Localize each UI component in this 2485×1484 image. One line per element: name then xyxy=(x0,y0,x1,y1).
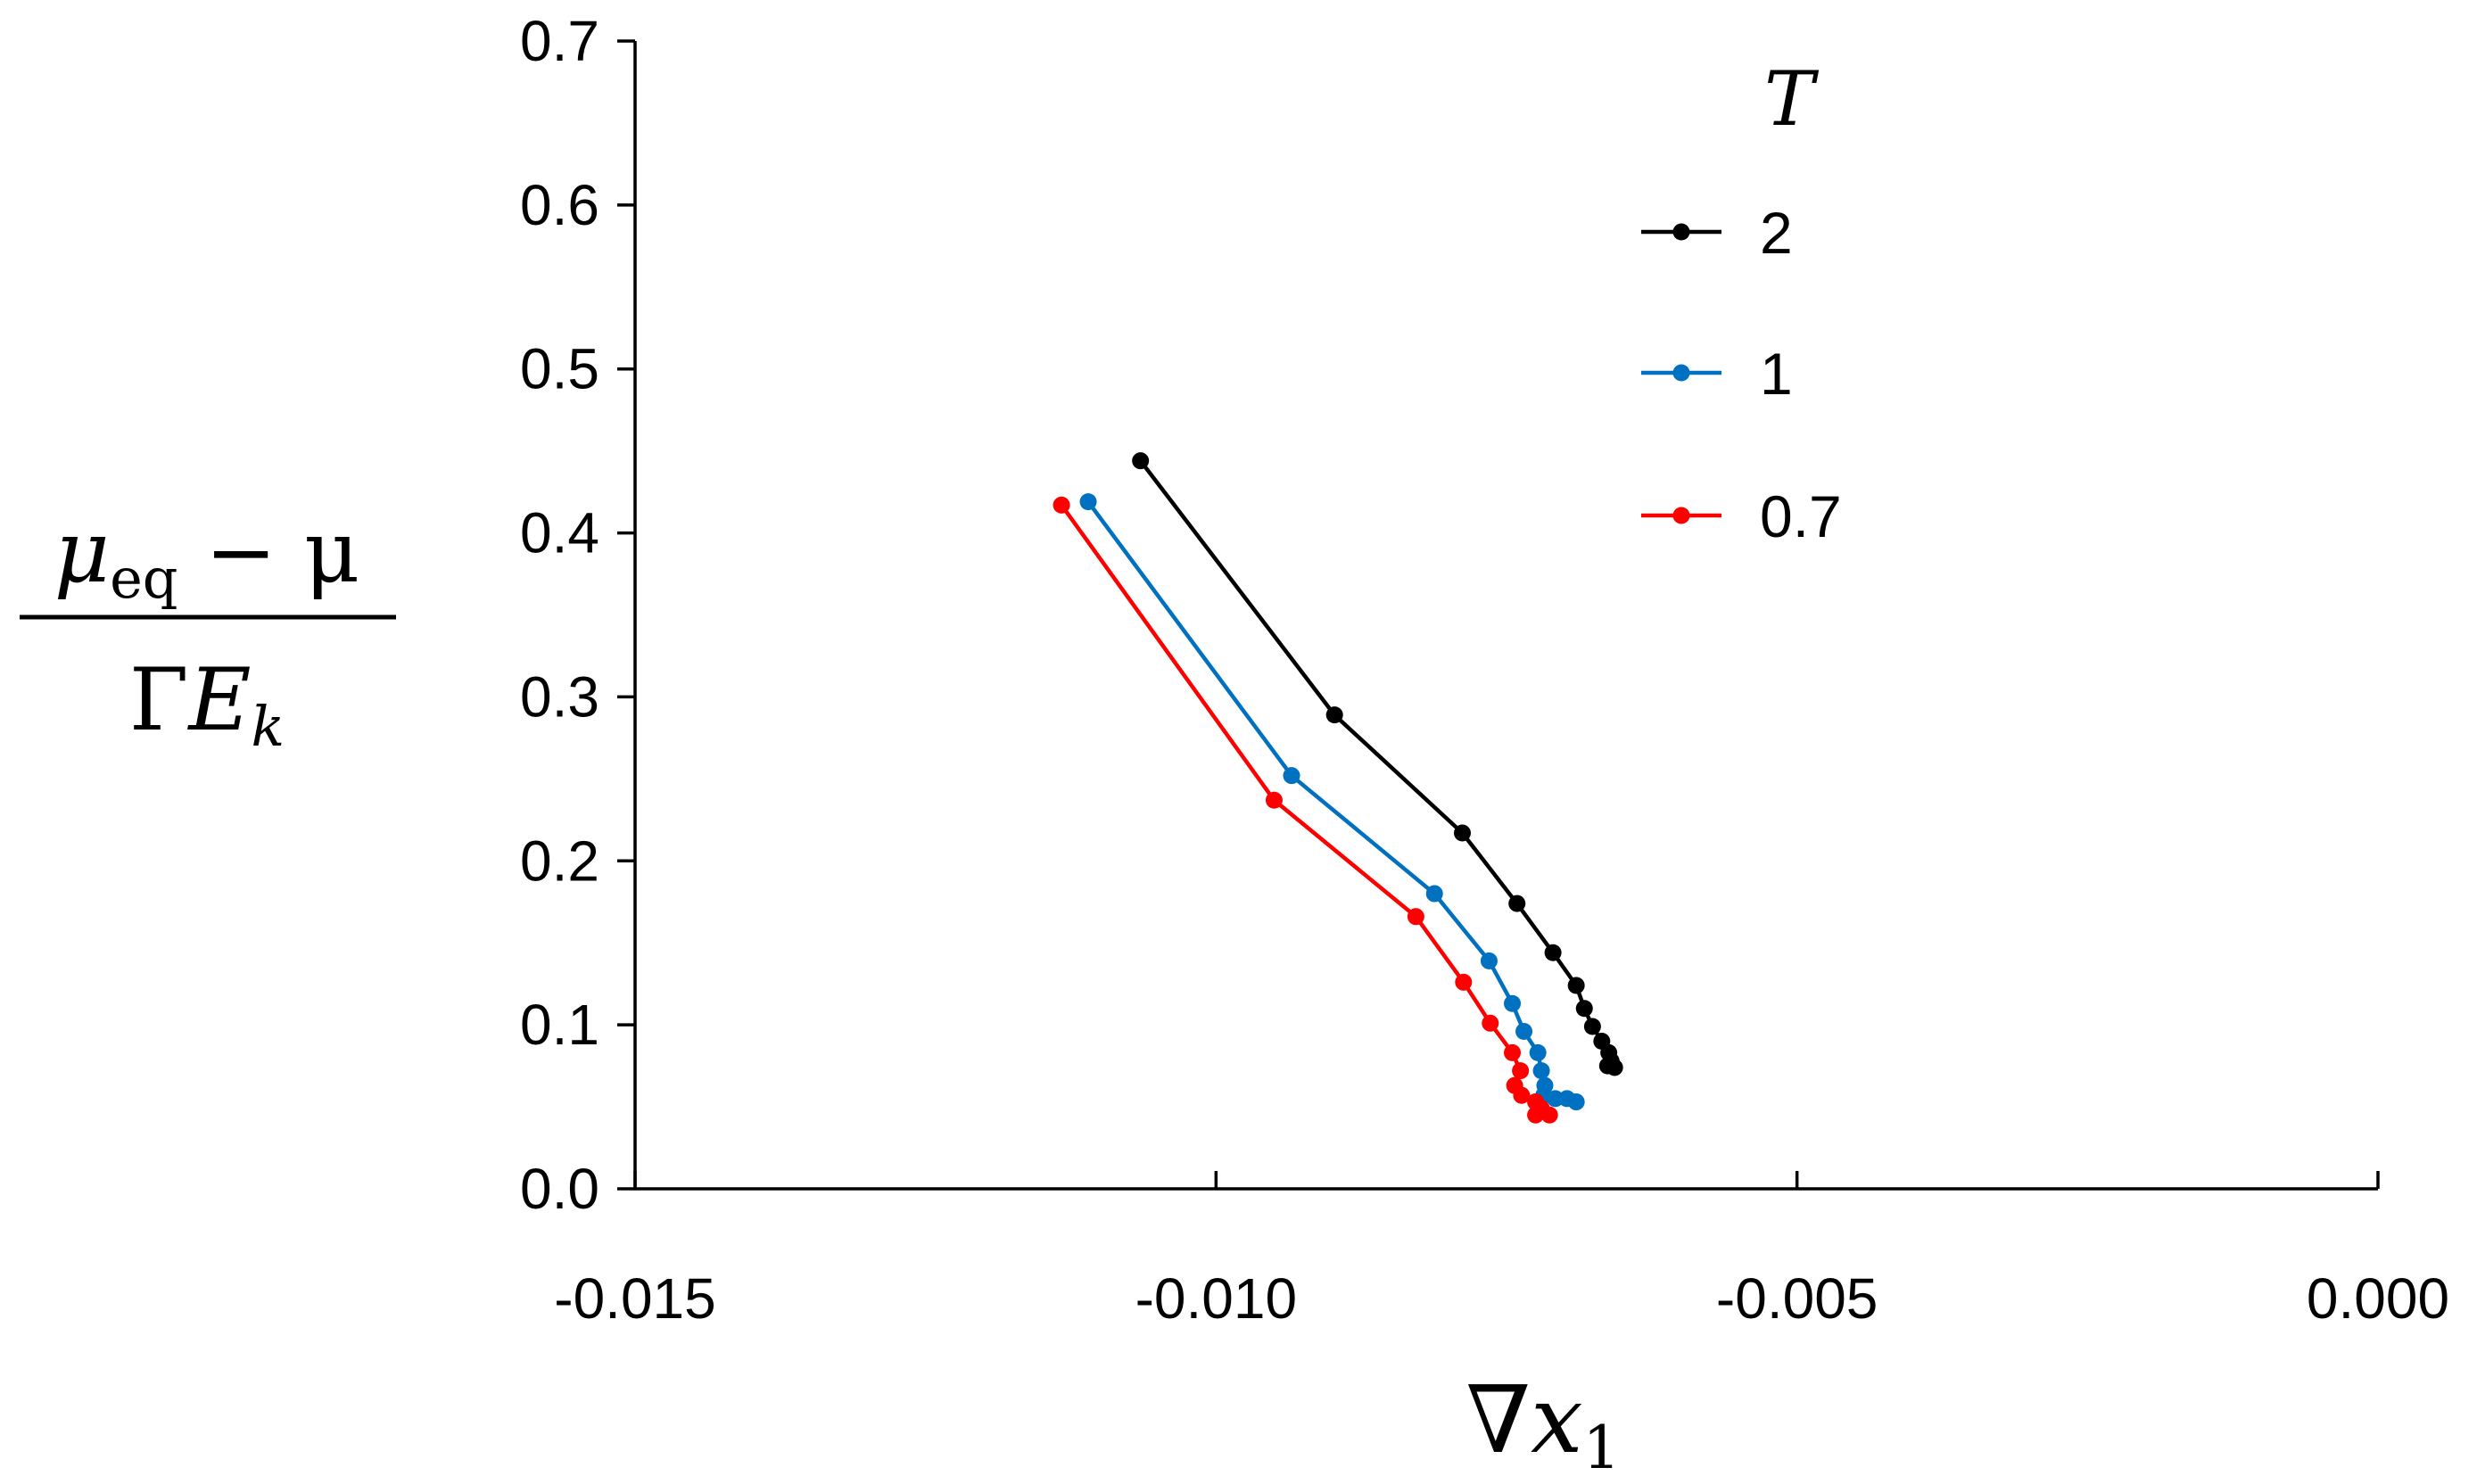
series-line xyxy=(1138,459,1615,1070)
legend-label: 2 xyxy=(1760,200,1793,266)
data-point xyxy=(1527,1106,1545,1124)
legend-label: 1 xyxy=(1760,341,1793,407)
legend-swatch-marker xyxy=(1672,507,1690,524)
y-axis-label-numerator: μeq − μ xyxy=(54,502,360,611)
legend-swatch-marker xyxy=(1672,364,1690,382)
data-point xyxy=(1453,824,1471,842)
x-tick-label: -0.005 xyxy=(1716,1266,1878,1331)
data-point xyxy=(1325,706,1343,724)
legend-item: 1 xyxy=(1641,341,1793,407)
legend-item: 2 xyxy=(1641,200,1793,266)
legend-items: 210.7 xyxy=(1641,200,1842,549)
y-tick-label: 0.0 xyxy=(520,1157,599,1221)
y-tick-label: 0.6 xyxy=(520,173,599,237)
data-point xyxy=(1540,1106,1558,1124)
y-tick-label: 0.5 xyxy=(520,337,599,401)
y-axis-ticks: 0.0 0.1 0.2 0.3 0.4 0.5 0.6 0.7 xyxy=(520,9,635,1221)
y-tick-label: 0.2 xyxy=(520,829,599,893)
data-point xyxy=(1567,1093,1585,1111)
series-layer xyxy=(1053,452,1623,1124)
x-axis-ticks: -0.015 -0.010 -0.005 0.000 xyxy=(554,1171,2449,1331)
data-point xyxy=(1512,1062,1530,1080)
data-point xyxy=(1532,1062,1550,1080)
series-line xyxy=(1086,500,1577,1104)
axes xyxy=(633,41,2378,1191)
data-point xyxy=(1575,1000,1593,1018)
legend-title: T xyxy=(1764,55,1820,143)
data-point xyxy=(1567,977,1585,994)
data-point xyxy=(1265,791,1283,809)
y-tick-label: 0.1 xyxy=(520,993,599,1057)
y-tick-label: 0.7 xyxy=(520,9,599,73)
data-point xyxy=(1508,895,1526,912)
legend-swatch-marker xyxy=(1672,223,1690,241)
data-point xyxy=(1455,973,1473,991)
data-point xyxy=(1079,493,1097,511)
y-axis-label: μeq − μ ΓEk xyxy=(20,502,396,759)
y-tick-label: 0.3 xyxy=(520,664,599,729)
x-tick-label: 0.000 xyxy=(2307,1266,2449,1331)
data-point xyxy=(1283,767,1300,785)
data-point xyxy=(1480,952,1498,969)
x-axis-label: ∇x1 xyxy=(1465,1365,1620,1482)
data-point xyxy=(1606,1059,1623,1076)
data-point xyxy=(1547,1090,1564,1108)
series-0.7 xyxy=(1053,496,1558,1124)
data-point xyxy=(1504,1043,1522,1061)
legend-item: 0.7 xyxy=(1641,483,1842,549)
x-tick-label: -0.015 xyxy=(554,1266,715,1331)
legend-label: 0.7 xyxy=(1760,483,1842,549)
y-axis-label-denominator: ΓEk xyxy=(129,650,285,759)
data-point xyxy=(1544,944,1562,961)
data-point xyxy=(1513,1086,1531,1104)
data-point xyxy=(1583,1018,1601,1035)
y-tick-label: 0.4 xyxy=(520,501,599,565)
data-point xyxy=(1407,908,1424,926)
data-point xyxy=(1425,885,1443,903)
data-point xyxy=(1482,1014,1499,1032)
data-point xyxy=(1132,452,1150,470)
series-line xyxy=(1060,503,1550,1117)
series-1 xyxy=(1079,493,1585,1111)
x-tick-label: -0.010 xyxy=(1135,1266,1297,1331)
data-point xyxy=(1504,994,1522,1012)
data-point xyxy=(1529,1043,1547,1061)
data-point xyxy=(1515,1022,1533,1040)
legend: T 210.7 xyxy=(1641,55,1842,549)
data-point xyxy=(1053,496,1070,514)
series-2 xyxy=(1132,452,1623,1076)
